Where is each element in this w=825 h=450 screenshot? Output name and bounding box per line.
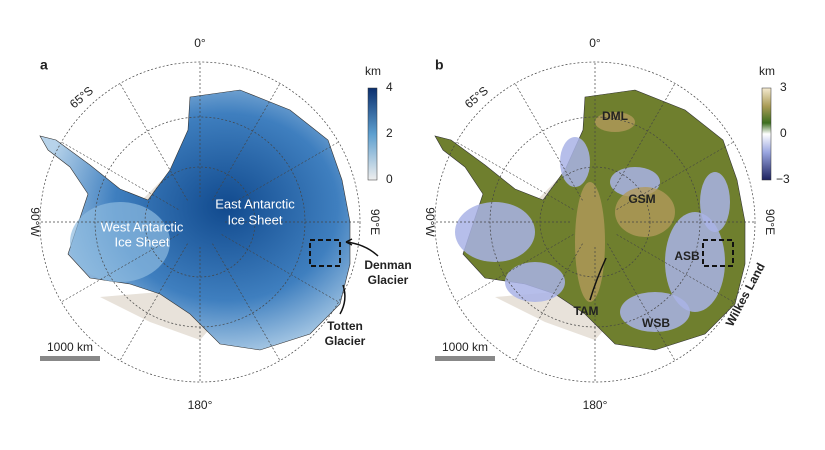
arrow bbox=[339, 284, 346, 315]
annotation: West Antarctic bbox=[101, 219, 184, 234]
highland bbox=[595, 112, 635, 132]
annotation: Denman bbox=[364, 258, 411, 272]
basin bbox=[560, 137, 590, 187]
scale-label: 1000 km bbox=[442, 340, 488, 354]
annotation: DML bbox=[602, 109, 628, 123]
graticule bbox=[607, 83, 676, 201]
annotation: Ice Sheet bbox=[115, 234, 170, 249]
lat-label: 65°S bbox=[462, 84, 491, 112]
basin bbox=[700, 172, 730, 232]
annotation: Glacier bbox=[368, 273, 409, 287]
basin bbox=[505, 262, 565, 302]
lon-label: 0° bbox=[194, 36, 206, 50]
highland bbox=[615, 187, 675, 237]
annotation: ASB bbox=[674, 249, 700, 263]
lon-label: 0° bbox=[589, 36, 601, 50]
annotation: Ice Sheet bbox=[228, 212, 283, 227]
region-box bbox=[309, 239, 341, 267]
colorbar-tick: 0 bbox=[386, 172, 393, 186]
panel-label: b bbox=[435, 57, 444, 73]
basin bbox=[665, 212, 725, 312]
graticule bbox=[119, 83, 188, 201]
lon-label: 90°W bbox=[28, 207, 42, 237]
colorbar-tick: 4 bbox=[386, 80, 393, 94]
colorbar-tick: −3 bbox=[776, 172, 790, 186]
annotation: East Antarctic bbox=[215, 196, 295, 211]
arrow bbox=[345, 238, 353, 246]
graticule bbox=[61, 234, 179, 303]
graticule bbox=[456, 141, 574, 210]
graticule bbox=[514, 83, 583, 201]
graticule bbox=[212, 83, 281, 201]
graticule bbox=[221, 234, 339, 303]
panel-label: a bbox=[40, 57, 48, 73]
graticule bbox=[616, 234, 734, 303]
arrow bbox=[589, 257, 607, 301]
colorbar-tick: 0 bbox=[780, 126, 787, 140]
annotation: GSM bbox=[628, 192, 655, 206]
graticule bbox=[616, 141, 734, 210]
graticule bbox=[119, 243, 188, 361]
map-layer bbox=[39, 61, 772, 383]
colorbar-unit: km bbox=[365, 64, 381, 78]
region-box bbox=[702, 239, 734, 267]
colorbar bbox=[761, 87, 772, 181]
scale-bar bbox=[40, 356, 100, 361]
annotation: Glacier bbox=[325, 334, 366, 348]
graticule bbox=[607, 243, 676, 361]
colorbar-unit: km bbox=[759, 64, 775, 78]
lon-label: 90°W bbox=[423, 207, 437, 237]
colorbar-tick: 3 bbox=[780, 80, 787, 94]
colorbar bbox=[367, 87, 378, 181]
colorbar-tick: 2 bbox=[386, 126, 393, 140]
annotation: Totten bbox=[327, 319, 363, 333]
lon-label: 90°E bbox=[368, 209, 382, 235]
graticule bbox=[61, 141, 179, 210]
basin bbox=[620, 292, 690, 332]
graticule bbox=[514, 243, 583, 361]
lon-label: 90°E bbox=[763, 209, 777, 235]
graticule bbox=[456, 234, 574, 303]
graticule bbox=[434, 61, 756, 383]
lon-label: 180° bbox=[583, 398, 608, 412]
graticule bbox=[39, 61, 361, 383]
highland bbox=[575, 182, 605, 302]
annotation: TAM bbox=[573, 304, 598, 318]
arrow bbox=[345, 241, 379, 257]
scale-bar bbox=[435, 356, 495, 361]
scale-label: 1000 km bbox=[47, 340, 93, 354]
basin bbox=[455, 202, 535, 262]
lon-label: 180° bbox=[188, 398, 213, 412]
annotation: WSB bbox=[642, 316, 670, 330]
graticule bbox=[221, 141, 339, 210]
lat-label: 65°S bbox=[67, 84, 96, 112]
graticule bbox=[212, 243, 281, 361]
